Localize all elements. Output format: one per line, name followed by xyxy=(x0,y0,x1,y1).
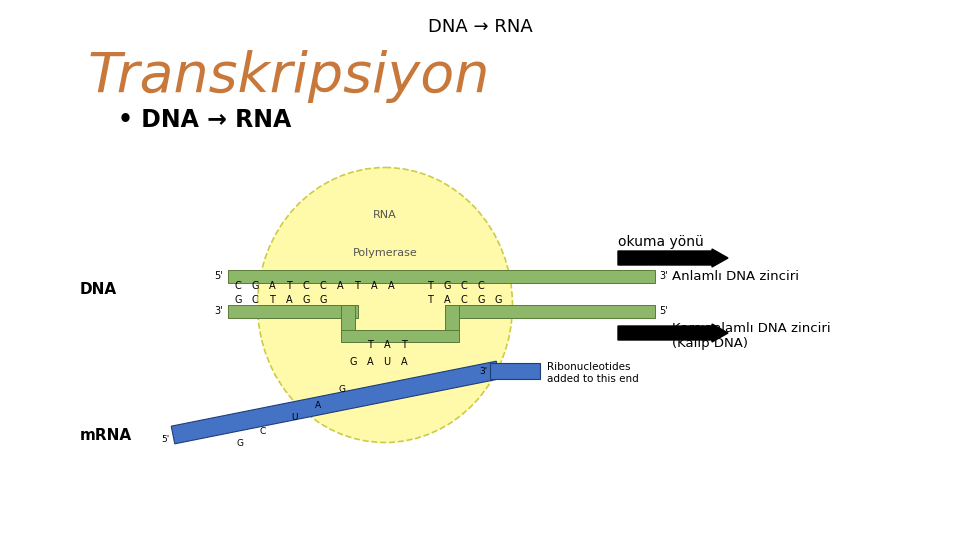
Text: T: T xyxy=(354,281,360,291)
Text: A: A xyxy=(444,295,450,305)
Text: A: A xyxy=(315,401,321,409)
Text: U: U xyxy=(292,414,299,422)
Text: A: A xyxy=(384,340,391,350)
Text: G: G xyxy=(444,281,451,291)
Text: T: T xyxy=(401,340,407,350)
Text: 3': 3' xyxy=(659,271,667,281)
Text: DNA → RNA: DNA → RNA xyxy=(427,18,533,36)
Bar xyxy=(228,270,655,283)
Bar xyxy=(341,305,355,330)
Text: T: T xyxy=(427,281,433,291)
Text: Karşıanlamlı DNA zinciri
(Kalıp DNA): Karşıanlamlı DNA zinciri (Kalıp DNA) xyxy=(672,322,830,350)
Text: C: C xyxy=(252,295,258,305)
Bar xyxy=(341,330,459,342)
Text: C: C xyxy=(461,281,468,291)
Text: 5': 5' xyxy=(161,435,170,444)
Text: C: C xyxy=(320,281,326,291)
Text: A: A xyxy=(286,295,292,305)
Bar xyxy=(228,305,358,318)
Ellipse shape xyxy=(257,167,513,442)
Text: 5': 5' xyxy=(659,306,668,316)
Text: T: T xyxy=(367,340,372,350)
FancyArrow shape xyxy=(618,249,728,267)
Text: 3': 3' xyxy=(480,367,488,375)
Text: Transkripsiyon: Transkripsiyon xyxy=(88,50,491,103)
Text: C: C xyxy=(302,281,309,291)
Text: DNA: DNA xyxy=(80,282,117,298)
Text: T: T xyxy=(269,295,275,305)
Bar xyxy=(445,305,655,318)
Text: G: G xyxy=(320,295,326,305)
Text: U: U xyxy=(383,357,391,367)
Text: G: G xyxy=(494,295,502,305)
Text: 3': 3' xyxy=(214,306,223,316)
Text: C: C xyxy=(461,295,468,305)
Bar xyxy=(490,363,540,379)
Text: G: G xyxy=(477,295,485,305)
Text: G: G xyxy=(339,386,346,395)
Text: A: A xyxy=(371,281,377,291)
Text: • DNA → RNA: • DNA → RNA xyxy=(118,108,291,132)
Text: mRNA: mRNA xyxy=(80,428,132,442)
Text: RNA: RNA xyxy=(373,210,396,220)
Text: G: G xyxy=(234,295,242,305)
Bar xyxy=(445,305,459,330)
Polygon shape xyxy=(171,361,500,444)
Text: G: G xyxy=(252,281,259,291)
Text: okuma yönü: okuma yönü xyxy=(618,235,704,249)
Text: 5': 5' xyxy=(214,271,223,281)
Text: A: A xyxy=(269,281,276,291)
Text: A: A xyxy=(367,357,373,367)
Text: G: G xyxy=(236,440,244,449)
Text: A: A xyxy=(337,281,344,291)
Text: T: T xyxy=(286,281,292,291)
Text: A: A xyxy=(400,357,407,367)
FancyArrow shape xyxy=(618,324,728,342)
Text: T: T xyxy=(427,295,433,305)
Text: Polymerase: Polymerase xyxy=(352,248,418,258)
Text: C: C xyxy=(260,428,266,436)
Text: C: C xyxy=(234,281,241,291)
Text: G: G xyxy=(302,295,310,305)
Text: Anlamlı DNA zinciri: Anlamlı DNA zinciri xyxy=(672,271,799,284)
Text: G: G xyxy=(349,357,357,367)
Text: Ribonucleotides
added to this end: Ribonucleotides added to this end xyxy=(547,362,638,384)
Text: A: A xyxy=(388,281,395,291)
Text: C: C xyxy=(478,281,485,291)
